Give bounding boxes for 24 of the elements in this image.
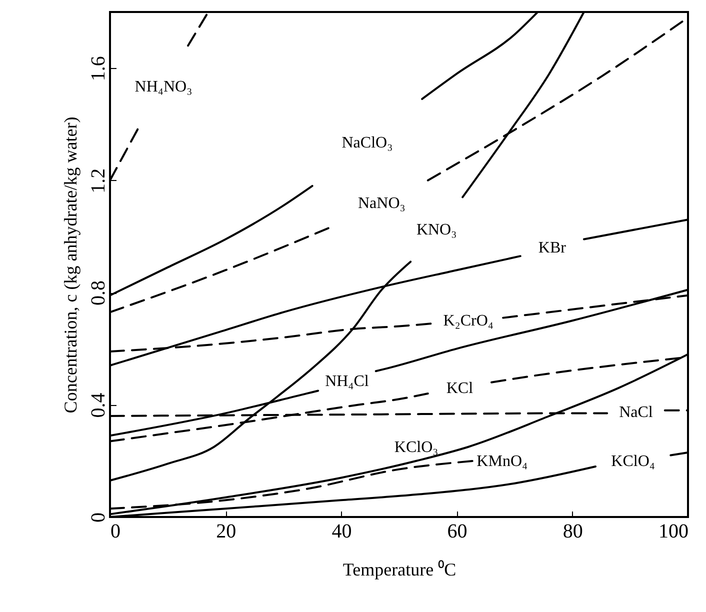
series-label: K₂CrO₄ bbox=[443, 312, 494, 330]
series-label: NaCl bbox=[619, 404, 654, 421]
x-tick-label: 100 bbox=[658, 520, 688, 542]
series-label: KMnO₄ bbox=[476, 452, 528, 470]
y-tick-label: 1.6 bbox=[88, 56, 110, 82]
y-axis-title: Concentration, c (kg anhydrate/kg water) bbox=[60, 116, 80, 414]
series-label: KBr bbox=[538, 240, 567, 257]
series-label: KNO₃ bbox=[416, 221, 457, 238]
x-tick-label: 80 bbox=[562, 520, 583, 542]
series-label: NH₄NO₃ bbox=[134, 78, 192, 96]
x-tick-label: 60 bbox=[447, 520, 468, 542]
y-tick-label: 1.2 bbox=[88, 168, 110, 194]
series-label: KClO₃ bbox=[394, 438, 438, 456]
y-tick-label: 0.4 bbox=[88, 392, 110, 418]
series-label: NH₄Cl bbox=[325, 372, 370, 390]
series-label: NaNO₃ bbox=[358, 194, 406, 212]
y-tick-label: 0.8 bbox=[88, 280, 110, 306]
series-label: KClO₄ bbox=[611, 452, 656, 470]
x-axis-title: Temperature ⁰C bbox=[342, 560, 456, 580]
text: NaClO₃ bbox=[342, 134, 393, 152]
series-label: KCl bbox=[446, 380, 474, 397]
x-tick-label: 20 bbox=[216, 520, 236, 542]
x-tick-label: 40 bbox=[332, 520, 352, 542]
y-tick-label: 0 bbox=[88, 512, 110, 522]
